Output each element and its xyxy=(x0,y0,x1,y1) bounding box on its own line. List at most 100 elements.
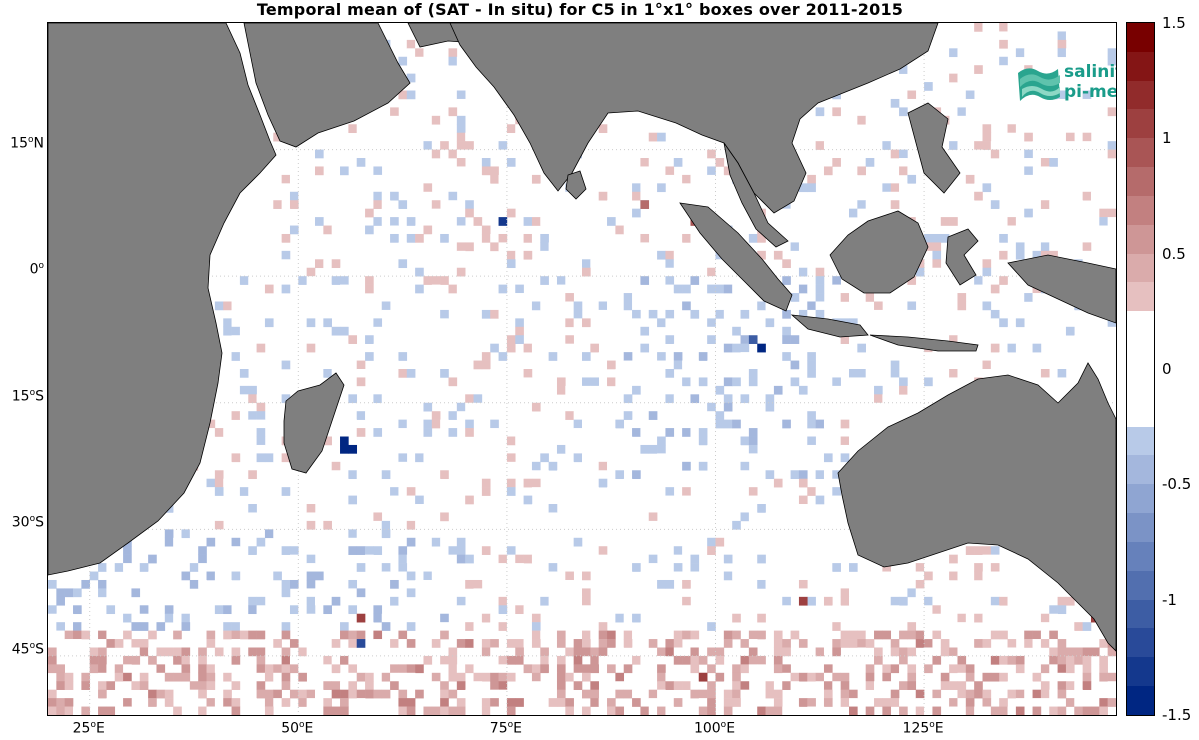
anomaly-cell xyxy=(773,478,783,488)
anomaly-cell xyxy=(865,360,875,370)
anomaly-cell xyxy=(98,672,107,682)
anomaly-cell xyxy=(231,385,241,395)
anomaly-cell xyxy=(490,166,499,176)
anomaly-cell xyxy=(498,520,508,530)
colorbar-step xyxy=(1127,455,1154,485)
anomaly-cell xyxy=(598,217,608,226)
anomaly-cell xyxy=(123,579,132,589)
anomaly-cell xyxy=(1032,217,1042,226)
anomaly-cell-strong xyxy=(698,672,708,682)
anomaly-cell xyxy=(440,149,449,159)
anomaly-cell xyxy=(999,250,1008,260)
anomaly-cell xyxy=(832,124,841,134)
anomaly-cell xyxy=(965,698,975,707)
anomaly-cell xyxy=(607,639,616,648)
anomaly-cell xyxy=(899,655,908,665)
anomaly-cell xyxy=(615,250,625,260)
anomaly-cell xyxy=(798,242,808,252)
anomaly-cell xyxy=(882,698,892,707)
anomaly-cell xyxy=(832,504,841,513)
anomaly-cell xyxy=(248,394,257,404)
anomaly-cell xyxy=(381,470,391,480)
anomaly-cell xyxy=(598,360,608,370)
anomaly-cell xyxy=(1040,579,1050,589)
anomaly-cell xyxy=(81,681,91,690)
anomaly-cell xyxy=(773,444,783,454)
anomaly-cell xyxy=(773,613,783,623)
anomaly-cell xyxy=(523,233,533,243)
anomaly-cell xyxy=(231,335,241,344)
anomaly-cell xyxy=(1015,107,1025,117)
anomaly-cell xyxy=(1024,284,1033,294)
anomaly-cell xyxy=(723,343,733,353)
anomaly-cell xyxy=(315,512,324,522)
anomaly-cell xyxy=(540,217,549,226)
anomaly-cell xyxy=(406,149,416,159)
anomaly-cell xyxy=(765,681,775,690)
anomaly-cell xyxy=(990,73,1000,83)
anomaly-cell xyxy=(640,529,650,539)
anomaly-cell xyxy=(431,537,441,547)
anomaly-cell xyxy=(456,250,466,260)
anomaly-cell xyxy=(682,487,691,496)
anomaly-cell xyxy=(381,360,391,370)
anomaly-cell xyxy=(481,529,491,539)
anomaly-cell xyxy=(832,478,841,488)
anomaly-cell xyxy=(965,546,975,555)
anomaly-cell xyxy=(949,141,958,150)
anomaly-cell xyxy=(999,630,1008,640)
anomaly-cell xyxy=(398,200,408,209)
anomaly-cell xyxy=(582,200,591,209)
anomaly-cell xyxy=(1107,217,1116,226)
anomaly-cell xyxy=(465,664,474,674)
anomaly-cell xyxy=(456,537,466,547)
anomaly-cell xyxy=(707,166,716,176)
anomaly-cell xyxy=(940,39,950,49)
anomaly-cell xyxy=(715,208,725,218)
anomaly-cell xyxy=(473,622,483,631)
anomaly-cell xyxy=(556,411,566,420)
anomaly-cell xyxy=(648,158,658,167)
anomaly-cell xyxy=(765,318,775,328)
anomaly-cell xyxy=(331,537,341,547)
anomaly-cell xyxy=(999,588,1008,598)
anomaly-cell xyxy=(390,579,399,589)
anomaly-cell xyxy=(1015,115,1025,125)
anomaly-cell xyxy=(231,394,241,404)
anomaly-cell xyxy=(682,681,691,690)
anomaly-cell xyxy=(573,672,583,682)
anomaly-cell xyxy=(615,647,625,657)
anomaly-cell xyxy=(665,622,675,631)
anomaly-cell xyxy=(456,141,466,150)
anomaly-cell xyxy=(406,343,416,353)
anomaly-cell xyxy=(782,647,791,657)
anomaly-cell xyxy=(398,487,408,496)
anomaly-cell xyxy=(281,664,291,674)
anomaly-cell xyxy=(773,385,783,395)
anomaly-cell xyxy=(573,664,583,674)
anomaly-cell xyxy=(798,672,808,682)
anomaly-cell xyxy=(340,343,349,353)
anomaly-cell xyxy=(1057,596,1067,606)
anomaly-cell xyxy=(999,301,1008,311)
anomaly-cell xyxy=(340,622,349,631)
anomaly-cell xyxy=(907,385,917,395)
anomaly-cell xyxy=(531,622,541,631)
anomaly-cell xyxy=(632,655,641,665)
anomaly-cell xyxy=(857,343,866,353)
anomaly-cell xyxy=(698,352,708,361)
anomaly-cell xyxy=(456,56,466,66)
anomaly-cell xyxy=(540,689,549,699)
anomaly-cell xyxy=(732,630,741,640)
anomaly-cell xyxy=(915,191,925,201)
anomaly-cell xyxy=(965,158,975,167)
anomaly-cell xyxy=(239,369,249,378)
anomaly-cell xyxy=(740,664,750,674)
anomaly-cell xyxy=(1049,360,1058,370)
anomaly-cell xyxy=(189,504,199,513)
anomaly-cell xyxy=(481,613,491,623)
anomaly-cell xyxy=(807,352,816,361)
anomaly-cell xyxy=(832,369,841,378)
anomaly-cell xyxy=(1007,250,1017,260)
anomaly-cell xyxy=(565,394,574,404)
